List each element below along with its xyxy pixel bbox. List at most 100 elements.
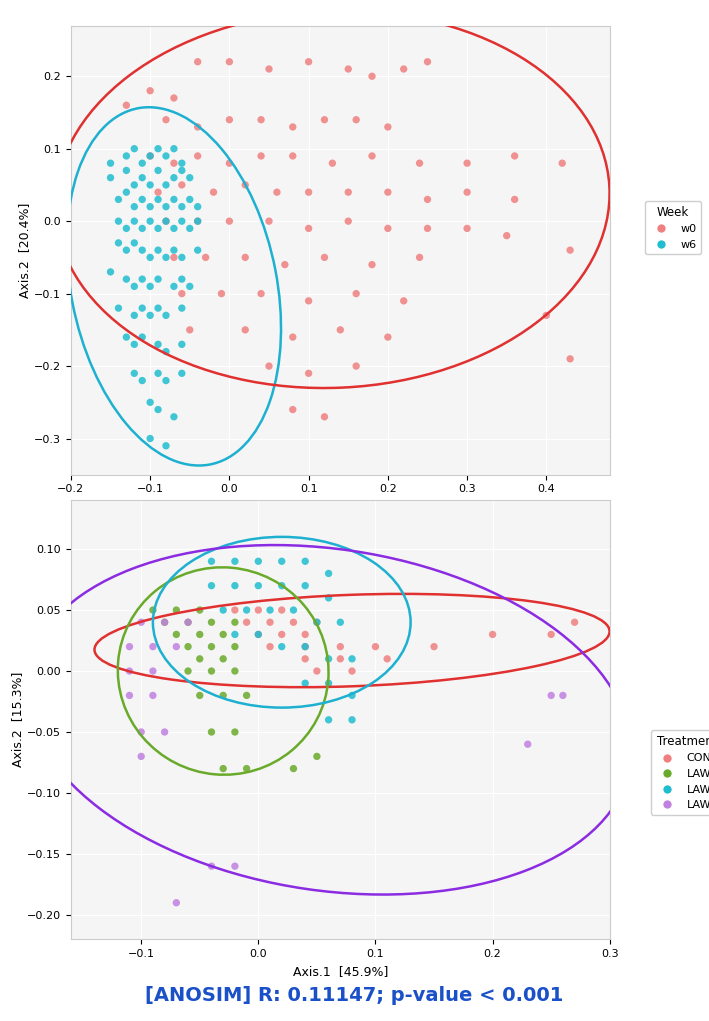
Point (382, 118, 393, 135)
Point (145, 431, 156, 447)
Point (323, 566, 334, 582)
Point (252, 626, 264, 642)
Point (264, 602, 276, 619)
Point (218, 761, 229, 777)
Point (145, 278, 156, 294)
Point (229, 663, 240, 679)
Point (323, 712, 334, 728)
Point (350, 358, 362, 375)
Point (113, 213, 124, 230)
Point (152, 184, 164, 200)
Point (264, 638, 276, 654)
Point (168, 155, 179, 172)
Point (335, 638, 346, 654)
Point (509, 191, 520, 207)
Point (327, 155, 338, 172)
Point (276, 553, 287, 570)
Point (176, 177, 187, 193)
Point (545, 687, 557, 703)
Point (462, 221, 473, 237)
Point (303, 293, 314, 309)
Point (124, 663, 135, 679)
X-axis label: Axis.1  [27.4%]: Axis.1 [27.4%] (293, 500, 388, 513)
Point (252, 626, 264, 642)
Point (159, 614, 170, 630)
Point (159, 724, 170, 740)
Point (121, 162, 132, 179)
Point (176, 162, 187, 179)
Point (487, 626, 498, 642)
Point (382, 184, 393, 200)
Point (121, 271, 132, 287)
Point (342, 184, 354, 200)
Point (192, 148, 203, 164)
Y-axis label: Axis.2  [15.3%]: Axis.2 [15.3%] (11, 672, 24, 768)
Point (206, 578, 217, 594)
Point (145, 213, 156, 230)
Point (152, 191, 164, 207)
Point (229, 638, 240, 654)
Point (105, 169, 116, 186)
Point (152, 162, 164, 179)
Point (145, 249, 156, 265)
Point (299, 553, 311, 570)
Point (462, 155, 473, 172)
Point (287, 329, 298, 345)
Point (171, 894, 182, 911)
Point (128, 278, 140, 294)
Point (176, 155, 187, 172)
Point (319, 111, 330, 128)
Point (299, 638, 311, 654)
Point (145, 394, 156, 410)
Point (240, 177, 251, 193)
Point (113, 191, 124, 207)
Point (557, 687, 569, 703)
Point (347, 650, 358, 667)
Point (229, 626, 240, 642)
Point (105, 263, 116, 280)
Point (128, 235, 140, 251)
Point (288, 614, 299, 630)
Point (152, 221, 164, 237)
Point (216, 286, 227, 302)
Point (241, 614, 252, 630)
Point (135, 614, 147, 630)
Point (135, 724, 147, 740)
Point (299, 675, 311, 691)
Point (276, 578, 287, 594)
Point (171, 638, 182, 654)
Point (264, 614, 276, 630)
Point (414, 155, 425, 172)
Point (335, 614, 346, 630)
Point (229, 614, 240, 630)
Point (218, 687, 229, 703)
Point (398, 293, 409, 309)
Point (137, 221, 148, 237)
Point (342, 61, 354, 78)
Point (206, 638, 217, 654)
Point (299, 578, 311, 594)
Point (137, 271, 148, 287)
Point (184, 278, 196, 294)
Point (192, 198, 203, 214)
Point (152, 300, 164, 317)
Point (128, 307, 140, 324)
Point (382, 329, 393, 345)
Point (350, 111, 362, 128)
Point (276, 602, 287, 619)
Point (564, 350, 576, 367)
Point (192, 53, 203, 69)
Point (252, 578, 264, 594)
Point (147, 663, 159, 679)
Point (152, 366, 164, 382)
Point (367, 256, 378, 273)
Point (137, 242, 148, 258)
Point (160, 438, 172, 454)
Point (557, 155, 568, 172)
Point (192, 213, 203, 230)
Point (347, 663, 358, 679)
Point (160, 111, 172, 128)
Point (541, 307, 552, 324)
Point (145, 198, 156, 214)
Point (176, 300, 187, 317)
